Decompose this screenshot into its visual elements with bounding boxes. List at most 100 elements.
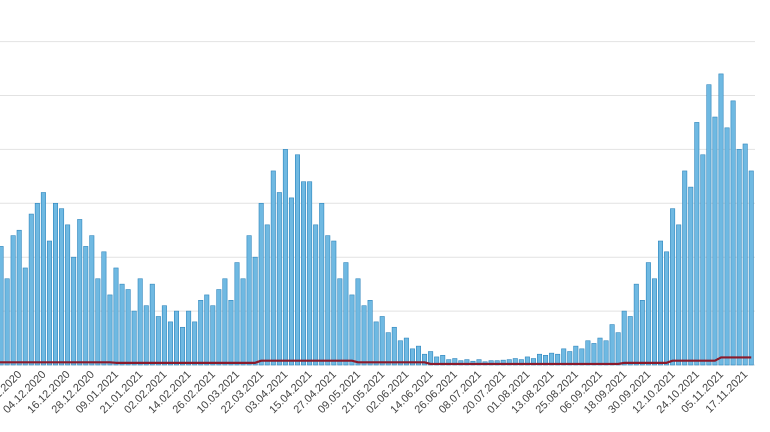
bar xyxy=(676,224,682,366)
bar xyxy=(343,262,349,366)
bar xyxy=(52,202,58,366)
bar xyxy=(101,251,107,366)
bar xyxy=(409,348,415,366)
bar xyxy=(252,256,258,366)
bar xyxy=(161,305,167,366)
bar xyxy=(180,326,186,366)
bar xyxy=(276,192,282,366)
bar xyxy=(155,316,161,366)
bar xyxy=(4,278,10,366)
bar xyxy=(167,321,173,366)
bar xyxy=(234,262,240,366)
bar xyxy=(422,353,428,366)
bar xyxy=(379,316,385,366)
bar xyxy=(240,278,246,366)
bar xyxy=(730,100,736,366)
bar xyxy=(748,170,754,366)
bar xyxy=(40,192,46,366)
bar xyxy=(367,300,373,366)
bar xyxy=(385,332,391,366)
bar xyxy=(331,240,337,366)
bar xyxy=(16,229,22,366)
bar xyxy=(633,283,639,366)
bar xyxy=(325,235,331,366)
bar xyxy=(59,208,65,366)
bar xyxy=(288,197,294,366)
bar xyxy=(657,240,663,366)
bar xyxy=(149,283,155,366)
bar xyxy=(627,316,633,366)
bar xyxy=(186,310,192,366)
bar xyxy=(373,321,379,366)
bar xyxy=(222,278,228,366)
bar xyxy=(391,326,397,366)
bar xyxy=(415,345,421,366)
bar xyxy=(210,305,216,366)
bar xyxy=(682,170,688,366)
bar xyxy=(361,305,367,366)
bar xyxy=(28,213,34,366)
bar xyxy=(579,348,585,366)
bar xyxy=(313,224,319,366)
bar xyxy=(688,186,694,366)
bar xyxy=(337,278,343,366)
bar xyxy=(22,267,28,366)
bar xyxy=(294,154,300,366)
bar xyxy=(107,294,113,366)
bar xyxy=(270,170,276,366)
bar xyxy=(192,321,198,366)
bar xyxy=(119,283,125,366)
bar xyxy=(198,300,204,366)
bar xyxy=(95,278,101,366)
bar xyxy=(736,149,742,366)
bar xyxy=(204,294,210,366)
bar xyxy=(246,235,252,366)
bar xyxy=(700,154,706,366)
bar xyxy=(742,143,748,366)
bar xyxy=(639,300,645,366)
bar xyxy=(34,202,40,366)
bar xyxy=(670,208,676,366)
bar xyxy=(301,181,307,366)
bar xyxy=(403,337,409,366)
bar xyxy=(694,122,700,366)
line-series xyxy=(0,356,752,366)
bar xyxy=(664,251,670,366)
bar xyxy=(724,127,730,366)
bar xyxy=(258,202,264,366)
bar xyxy=(113,267,119,366)
bar xyxy=(71,256,77,366)
bar xyxy=(603,340,609,366)
bar xyxy=(355,278,361,366)
bar xyxy=(349,294,355,366)
bar xyxy=(282,149,288,366)
bar xyxy=(591,343,597,366)
bar xyxy=(125,289,131,366)
bar xyxy=(621,310,627,366)
bar xyxy=(10,235,16,366)
bar xyxy=(712,116,718,366)
bar xyxy=(0,246,4,366)
bar xyxy=(718,73,724,366)
bar xyxy=(216,289,222,366)
bar xyxy=(83,246,89,366)
bar xyxy=(609,324,615,366)
bar xyxy=(143,305,149,366)
bar xyxy=(307,181,313,366)
bar xyxy=(561,348,567,366)
bar xyxy=(131,310,137,366)
bar xyxy=(397,340,403,366)
bar xyxy=(89,235,95,366)
bar xyxy=(264,224,270,366)
bar xyxy=(645,262,651,366)
bar xyxy=(573,345,579,366)
bar xyxy=(615,332,621,366)
bar xyxy=(706,84,712,366)
bar xyxy=(46,240,52,366)
bar xyxy=(174,310,180,366)
bar xyxy=(228,300,234,366)
bar xyxy=(65,224,71,366)
bar xyxy=(651,278,657,366)
bar xyxy=(77,219,83,366)
